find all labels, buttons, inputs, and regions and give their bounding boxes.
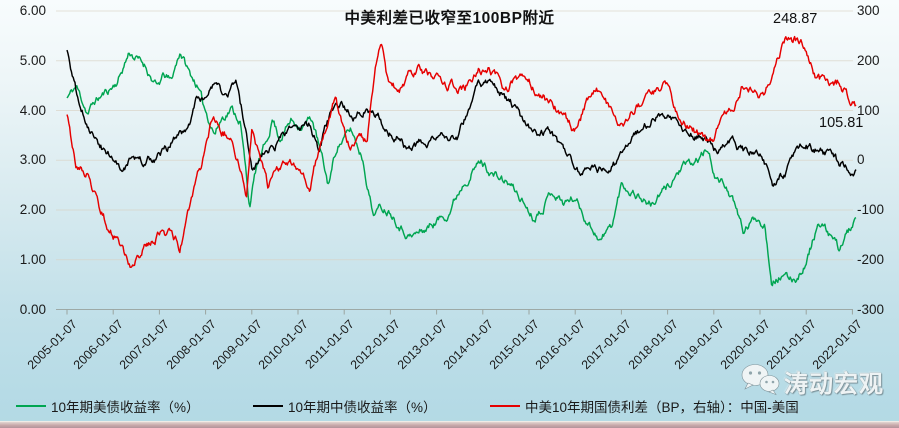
right-axis-tick-label: 100 [857,102,880,118]
series-line-1 [66,49,857,187]
annotation-spread-latest: 105.81 [819,115,864,131]
right-axis-tick-label: -100 [857,202,885,217]
right-axis-tick-label: 0 [857,152,865,168]
annotation-spread-max: 248.87 [773,11,818,27]
left-axis-tick-label: 4.00 [19,102,46,118]
right-axis-tick-label: 200 [857,52,880,68]
legend-item-1: 10年期中债收益率（%） [253,396,437,416]
right-axis-tick-label: -300 [857,301,885,317]
series-line-2 [66,35,857,269]
legend-item-0: 10年期美债收益率（%） [16,396,200,416]
legend-label: 10年期美债收益率（%） [51,400,200,415]
legend-marker [490,405,520,407]
left-axis-tick-label: 2.00 [19,202,46,217]
chart-title: 中美利差已收窄至100BP附近 [344,10,555,27]
series-line-0 [66,52,857,287]
left-axis-tick-label: 5.00 [19,52,46,68]
right-axis-tick-label: 300 [857,3,880,18]
legend-marker [253,405,283,407]
bottom-strip [0,421,899,428]
left-axis-tick-label: 3.00 [19,152,46,168]
left-axis-tick-label: 0.00 [19,301,46,317]
legend-marker [16,405,46,407]
left-axis-tick-label: 1.00 [19,251,46,267]
left-axis-tick-label: 6.00 [19,3,46,18]
right-axis-tick-label: -200 [857,251,885,267]
legend-item-2: 中美10年期国债利差（BP，右轴）：中国-美国 [490,396,799,416]
legend-label: 10年期中债收益率（%） [288,400,437,415]
legend-label: 中美10年期国债利差（BP，右轴）：中国-美国 [525,400,799,415]
